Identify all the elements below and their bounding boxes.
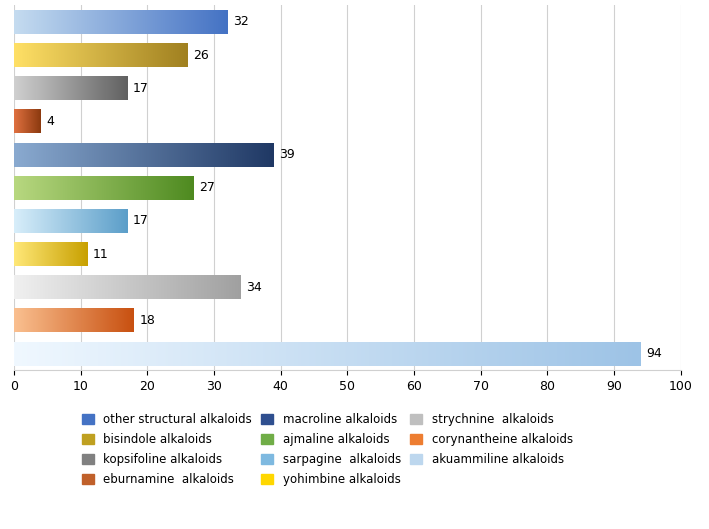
Text: 17: 17 [133, 82, 149, 95]
Text: 94: 94 [646, 347, 661, 360]
Text: 27: 27 [199, 181, 216, 194]
Text: 26: 26 [193, 49, 208, 61]
Text: 18: 18 [140, 314, 155, 327]
Text: 11: 11 [93, 248, 108, 261]
Text: 32: 32 [233, 15, 249, 29]
Text: 39: 39 [279, 148, 295, 161]
Text: 17: 17 [133, 214, 149, 227]
Legend: other structural alkaloids, bisindole alkaloids, kopsifoline alkaloids, eburnami: other structural alkaloids, bisindole al… [82, 413, 573, 486]
Text: 4: 4 [46, 115, 54, 128]
Text: 34: 34 [246, 281, 262, 294]
